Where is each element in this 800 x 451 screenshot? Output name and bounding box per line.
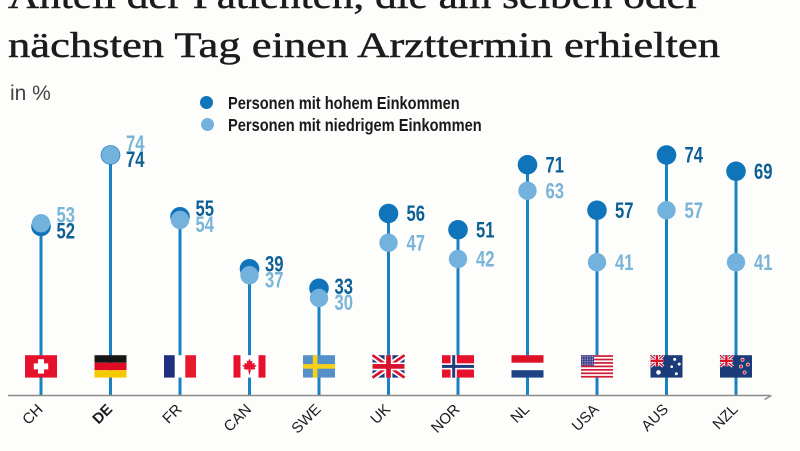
svg-text:NOR: NOR xyxy=(428,401,464,437)
svg-text:NL: NL xyxy=(507,401,533,427)
svg-text:42: 42 xyxy=(476,247,495,272)
svg-text:CH: CH xyxy=(19,401,46,428)
svg-text:USA: USA xyxy=(569,401,603,435)
svg-text:57: 57 xyxy=(685,198,704,223)
svg-text:74: 74 xyxy=(126,147,145,172)
svg-text:63: 63 xyxy=(546,178,565,203)
svg-text:AUS: AUS xyxy=(638,401,672,435)
svg-text:DE: DE xyxy=(89,401,116,428)
svg-text:51: 51 xyxy=(476,217,495,242)
svg-text:74: 74 xyxy=(126,131,145,156)
svg-text:33: 33 xyxy=(335,274,354,299)
svg-text:56: 56 xyxy=(407,201,426,226)
svg-text:SWE: SWE xyxy=(288,401,324,437)
svg-text:41: 41 xyxy=(615,250,634,275)
svg-text:74: 74 xyxy=(685,143,704,168)
svg-text:37: 37 xyxy=(265,267,284,292)
svg-text:UK: UK xyxy=(367,401,394,428)
svg-text:69: 69 xyxy=(754,159,773,184)
svg-text:FR: FR xyxy=(159,401,185,427)
svg-text:71: 71 xyxy=(546,152,565,177)
svg-text:55: 55 xyxy=(196,196,215,221)
svg-text:47: 47 xyxy=(407,230,426,255)
svg-text:NZL: NZL xyxy=(709,401,741,433)
svg-text:52: 52 xyxy=(57,219,76,244)
svg-text:41: 41 xyxy=(754,250,773,275)
svg-text:53: 53 xyxy=(57,203,76,228)
svg-text:54: 54 xyxy=(196,212,215,237)
svg-text:57: 57 xyxy=(615,198,634,223)
svg-text:30: 30 xyxy=(335,290,354,315)
svg-text:39: 39 xyxy=(265,251,284,276)
svg-text:CAN: CAN xyxy=(221,401,255,435)
